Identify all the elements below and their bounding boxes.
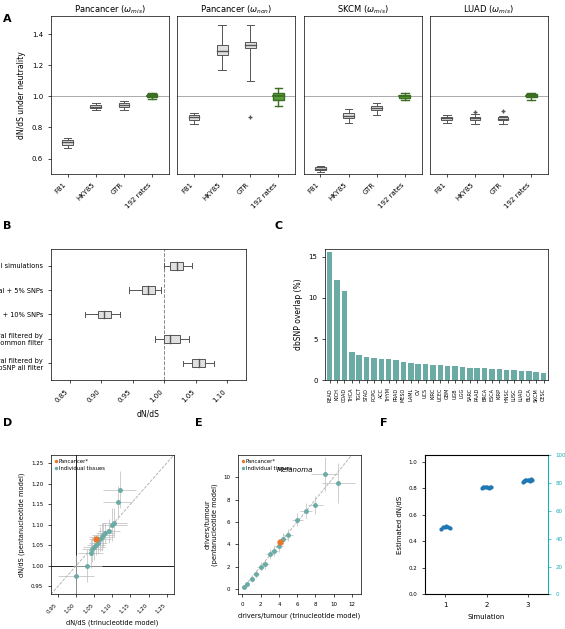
Bar (334, 280, 340, 381)
Text: C: C (274, 221, 282, 231)
Bar (364, 357, 370, 381)
Y-axis label: drivers/tumour
(pentanucleotide model): drivers/tumour (pentanucleotide model) (204, 483, 218, 566)
Bar (342, 291, 347, 381)
Bar (519, 370, 524, 381)
Title: SKCM ($\omega_{mis}$): SKCM ($\omega_{mis}$) (337, 3, 389, 16)
Bar (526, 94, 537, 97)
Bar (467, 368, 472, 381)
Legend: Pancancer*, Individual tissues: Pancancer*, Individual tissues (54, 457, 106, 472)
Bar (441, 116, 452, 121)
Bar (399, 95, 410, 98)
Bar (171, 262, 183, 270)
Bar (445, 365, 450, 381)
Bar (541, 373, 546, 381)
Bar (379, 359, 384, 381)
Text: Melanoma: Melanoma (277, 467, 314, 472)
X-axis label: dN/dS (trinucleotide model): dN/dS (trinucleotide model) (66, 620, 159, 626)
Bar (90, 105, 101, 108)
Bar (142, 286, 155, 294)
Bar (504, 370, 510, 381)
Bar (489, 369, 495, 381)
Y-axis label: dbSNP overlap (%): dbSNP overlap (%) (294, 279, 303, 350)
Text: B: B (3, 221, 11, 231)
Bar (192, 359, 205, 367)
X-axis label: drivers/tumour (trinucleotide model): drivers/tumour (trinucleotide model) (238, 613, 360, 619)
Bar (475, 368, 480, 381)
Bar (511, 370, 517, 381)
Legend: Pancancer*, Individual tissues: Pancancer*, Individual tissues (241, 457, 293, 472)
Y-axis label: dN/dS under neutrality: dN/dS under neutrality (18, 51, 27, 139)
Y-axis label: dN/dS (pentanucleotide model): dN/dS (pentanucleotide model) (19, 472, 25, 577)
Bar (393, 360, 399, 381)
Bar (386, 359, 392, 381)
Bar (371, 106, 382, 111)
Text: D: D (3, 418, 12, 428)
Bar (470, 116, 480, 121)
Bar (147, 94, 158, 97)
X-axis label: Simulation: Simulation (468, 614, 505, 620)
Bar (408, 363, 414, 381)
Bar (415, 364, 421, 381)
Bar (315, 167, 326, 170)
Bar (119, 103, 129, 106)
Bar (357, 355, 362, 381)
Bar (430, 365, 436, 381)
Bar (401, 362, 406, 381)
Bar (497, 369, 502, 381)
Bar (189, 115, 199, 121)
Title: Pancancer ($\omega_{mis}$): Pancancer ($\omega_{mis}$) (74, 3, 146, 16)
Bar (453, 367, 458, 381)
Bar (460, 367, 465, 381)
Bar (98, 311, 111, 318)
Bar (343, 113, 354, 118)
Bar (217, 45, 228, 55)
Bar (349, 352, 355, 381)
Text: F: F (380, 418, 387, 428)
Bar (498, 118, 508, 121)
Title: LUAD ($\omega_{mis}$): LUAD ($\omega_{mis}$) (463, 3, 515, 16)
Bar (423, 364, 428, 381)
Bar (273, 93, 284, 100)
Bar (62, 140, 73, 145)
Bar (245, 42, 256, 48)
Bar (533, 372, 539, 381)
X-axis label: dN/dS: dN/dS (137, 409, 160, 418)
Text: E: E (195, 418, 202, 428)
Bar (437, 365, 443, 381)
Bar (371, 358, 377, 381)
Title: Pancancer ($\omega_{non}$): Pancancer ($\omega_{non}$) (200, 3, 272, 16)
Bar (164, 335, 180, 343)
Bar (526, 371, 532, 381)
Bar (482, 369, 488, 381)
Y-axis label: Estimated dN/dS: Estimated dN/dS (397, 496, 403, 554)
Text: A: A (3, 14, 11, 24)
Bar (327, 252, 332, 381)
